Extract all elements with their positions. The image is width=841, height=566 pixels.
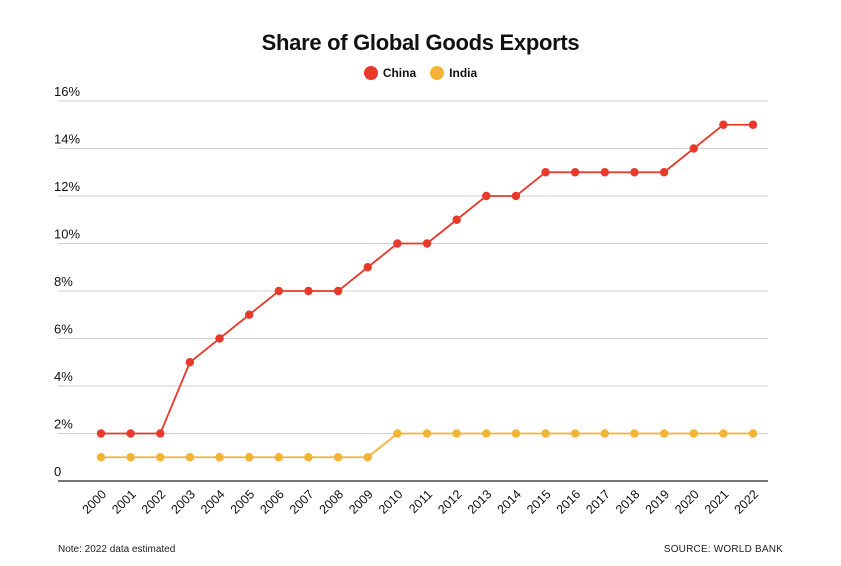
data-point-china [630, 168, 639, 177]
x-tick-label: 2021 [702, 487, 732, 517]
series-china [96, 120, 758, 438]
x-tick-label: 2016 [554, 487, 584, 517]
data-point-india [600, 429, 610, 438]
source-credit: SOURCE: WORLD BANK [663, 544, 783, 555]
y-tick-label: 16% [54, 84, 80, 99]
data-point-china [185, 358, 195, 367]
data-point-china [156, 429, 165, 438]
data-point-china [304, 286, 313, 296]
data-point-china [659, 168, 669, 177]
data-point-india [719, 429, 728, 438]
data-point-india [185, 453, 195, 462]
x-tick-label: 2022 [732, 487, 762, 517]
data-point-india [689, 429, 698, 438]
data-point-india [244, 453, 254, 462]
data-point-china [393, 239, 402, 248]
legend-marker-india [430, 66, 445, 80]
x-tick-label: 2017 [583, 487, 613, 517]
x-tick-label: 2015 [524, 487, 554, 517]
data-point-china [274, 286, 284, 296]
data-point-india [126, 453, 135, 462]
x-tick-label: 2005 [228, 487, 258, 517]
x-tick-label: 2018 [613, 487, 643, 517]
series [96, 120, 758, 462]
x-tick-label: 2008 [317, 487, 347, 517]
legend-marker-china [363, 66, 378, 80]
legend-item-china: China [363, 66, 417, 80]
data-point-china [452, 215, 461, 224]
x-tick-label: 2020 [672, 487, 702, 517]
data-point-india [215, 453, 224, 462]
x-tick-label: 2012 [435, 487, 465, 517]
data-point-india [630, 429, 639, 438]
y-tick-label: 8% [54, 274, 73, 289]
data-point-india [274, 453, 284, 462]
data-point-china [363, 263, 372, 272]
data-point-india [393, 429, 402, 438]
y-tick-label: 2% [54, 417, 73, 432]
data-point-china [570, 168, 580, 177]
y-tick-label: 10% [54, 227, 80, 242]
data-point-china [511, 191, 521, 201]
x-tick-label: 2014 [494, 487, 524, 517]
data-point-china [719, 120, 728, 129]
footnote: Note: 2022 data estimated [58, 544, 176, 555]
y-axis-ticks: 0 2% 4% 6% 8% 10% 12% 14% 16% [54, 84, 80, 479]
legend-item-india: India [430, 66, 477, 80]
data-point-china [541, 168, 550, 177]
data-point-china [333, 286, 343, 296]
data-point-india [333, 453, 343, 462]
x-tick-label: 2013 [465, 487, 495, 517]
data-point-china [748, 120, 758, 129]
x-tick-label: 2007 [287, 487, 317, 517]
data-point-china [482, 191, 491, 201]
data-point-india [422, 429, 432, 438]
data-point-china [600, 168, 610, 177]
x-tick-label: 2011 [406, 487, 435, 516]
data-point-india [96, 453, 106, 462]
data-point-china [96, 429, 106, 438]
data-point-india [304, 453, 313, 462]
data-point-india [570, 429, 580, 438]
series-india [96, 429, 758, 462]
x-tick-label: 2019 [643, 487, 673, 517]
y-tick-label: 4% [54, 369, 73, 384]
legend-label-china: China [382, 66, 417, 80]
data-point-china [689, 144, 698, 153]
y-tick-label: 12% [54, 179, 80, 194]
data-point-china [244, 310, 254, 319]
y-tick-label: 14% [54, 132, 80, 147]
series-line-china [101, 123, 753, 435]
data-point-china [126, 429, 135, 438]
data-point-india [541, 429, 550, 438]
chart-title: Share of Global Goods Exports [261, 30, 580, 55]
data-point-india [156, 453, 165, 462]
data-point-india [511, 429, 521, 438]
x-tick-label: 2009 [346, 487, 376, 517]
x-tick-label: 2010 [376, 487, 406, 517]
x-axis-ticks: 2000 2001 2002 2003 2004 2005 2006 2007 2008 2009… [80, 487, 762, 517]
y-tick-label: 6% [54, 322, 73, 337]
legend-label-india: India [449, 66, 478, 80]
x-tick-label: 2003 [168, 487, 198, 517]
x-tick-label: 2006 [257, 487, 287, 517]
x-tick-label: 2004 [198, 487, 228, 517]
data-point-china [215, 334, 224, 343]
data-point-india [363, 453, 372, 462]
data-point-india [482, 429, 491, 438]
y-tick-label: 0 [54, 464, 61, 479]
x-tick-label: 2001 [109, 487, 139, 517]
x-tick-label: 2000 [80, 487, 110, 517]
data-point-india [748, 429, 758, 438]
legend: China India [0, 66, 841, 80]
data-point-india [659, 429, 669, 438]
x-tick-label: 2002 [139, 487, 169, 517]
data-point-china [422, 239, 432, 248]
data-point-india [452, 429, 461, 438]
